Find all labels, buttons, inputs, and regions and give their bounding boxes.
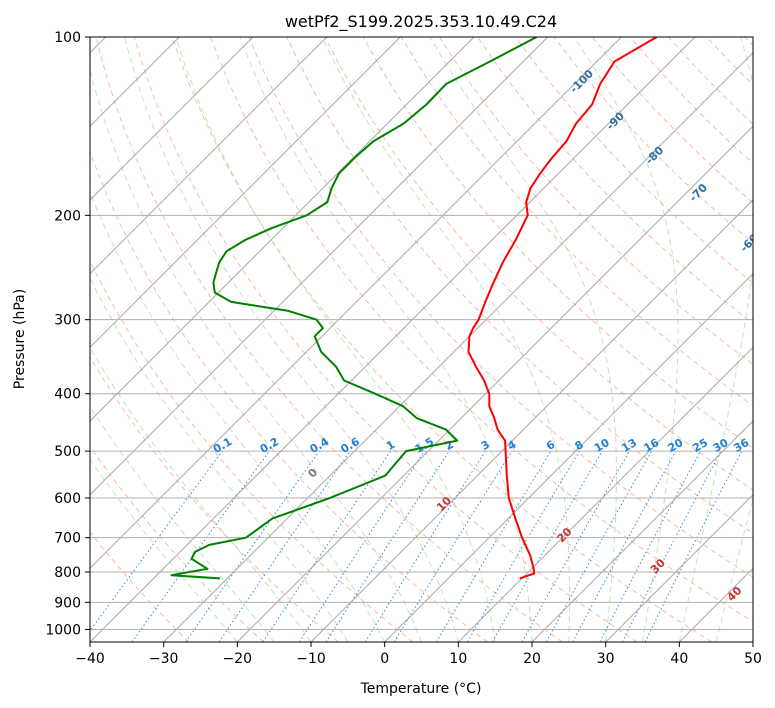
isotherm bbox=[310, 199, 753, 642]
series-line-dewpoint bbox=[170, 37, 538, 580]
y-tick-label: 400 bbox=[54, 387, 81, 403]
plot-frame bbox=[89, 36, 754, 643]
mixing-ratio-line bbox=[325, 450, 450, 642]
mixing-ratio-line bbox=[545, 450, 653, 642]
series-line-temperature bbox=[467, 37, 658, 580]
dry-adiabat bbox=[171, 37, 712, 642]
y-axis-label: Pressure (hPa) bbox=[12, 289, 28, 389]
dry-adiabat bbox=[248, 37, 753, 578]
moist-adiabat bbox=[124, 37, 459, 642]
moist-adiabat bbox=[90, 277, 349, 642]
moist-adiabat bbox=[90, 190, 386, 642]
mixing-ratio-line bbox=[185, 450, 320, 642]
isotherm bbox=[90, 37, 696, 642]
mixing-ratio-line bbox=[262, 450, 392, 642]
y-tick-label: 1000 bbox=[45, 622, 81, 638]
moist-adiabat bbox=[321, 37, 571, 642]
moist-adiabat bbox=[90, 458, 238, 642]
moist-adiabat bbox=[678, 37, 753, 642]
isotherm bbox=[163, 51, 753, 642]
x-tick-label: −20 bbox=[223, 651, 253, 667]
y-tick-label: 200 bbox=[54, 208, 81, 224]
x-axis-label: Temperature (°C) bbox=[360, 681, 482, 697]
isotherm bbox=[457, 346, 753, 642]
y-tick-label: 700 bbox=[54, 531, 81, 547]
x-tick-label: 50 bbox=[744, 651, 762, 667]
mixing-ratio-line bbox=[393, 450, 513, 642]
moist-adiabat bbox=[90, 405, 275, 642]
mixing-ratio-line bbox=[644, 450, 743, 642]
dry-adiabat bbox=[210, 37, 753, 623]
x-tick-label: 30 bbox=[597, 651, 615, 667]
dry-adiabat bbox=[133, 37, 638, 642]
y-tick-label: 100 bbox=[54, 30, 81, 46]
isotherm bbox=[236, 125, 753, 642]
y-tick-label: 900 bbox=[54, 595, 81, 611]
y-tick-label: 500 bbox=[54, 444, 81, 460]
isotherm bbox=[605, 493, 753, 642]
chart-title: wetPf2_S199.2025.353.10.49.C24 bbox=[285, 12, 557, 32]
isotherm bbox=[90, 37, 549, 496]
dry-adiabat bbox=[438, 37, 753, 366]
mixing-ratio-line bbox=[298, 450, 425, 642]
moist-adiabat bbox=[429, 37, 617, 642]
x-tick-label: 40 bbox=[670, 651, 688, 667]
x-tick-label: −30 bbox=[149, 651, 179, 667]
isotherm bbox=[90, 37, 475, 422]
y-tick-label: 300 bbox=[54, 313, 81, 329]
moist-adiabat bbox=[573, 37, 679, 642]
moist-adiabat bbox=[239, 37, 533, 642]
x-tick-label: 10 bbox=[449, 651, 467, 667]
mixing-ratio-line bbox=[131, 450, 270, 642]
moist-adiabat bbox=[90, 67, 422, 642]
isotherm bbox=[90, 37, 254, 201]
dry-adiabat bbox=[515, 37, 753, 284]
dry-adiabat bbox=[95, 37, 563, 642]
y-tick-label: 800 bbox=[54, 565, 81, 581]
dry-adiabat bbox=[400, 37, 753, 407]
y-tick-label: 600 bbox=[54, 491, 81, 507]
x-tick-label: −40 bbox=[75, 651, 105, 667]
x-tick-label: −10 bbox=[296, 651, 326, 667]
dry-adiabat bbox=[90, 445, 264, 642]
isotherm bbox=[384, 272, 753, 642]
x-tick-label: 20 bbox=[523, 651, 541, 667]
dry-adiabat bbox=[90, 356, 339, 642]
isotherm bbox=[90, 37, 622, 570]
mixing-ratio-line bbox=[521, 450, 630, 642]
mixing-ratio-line bbox=[90, 450, 223, 632]
isotherm bbox=[90, 37, 328, 275]
moist-adiabat bbox=[175, 37, 496, 642]
moist-adiabat bbox=[715, 498, 753, 642]
dry-adiabat bbox=[90, 531, 190, 642]
dry-adiabat bbox=[90, 150, 488, 642]
x-tick-label: 0 bbox=[380, 651, 389, 667]
isotherm bbox=[90, 37, 401, 349]
mixing-ratio-line bbox=[218, 450, 351, 642]
mixing-ratio-line bbox=[572, 450, 677, 642]
isotherm bbox=[531, 420, 753, 642]
